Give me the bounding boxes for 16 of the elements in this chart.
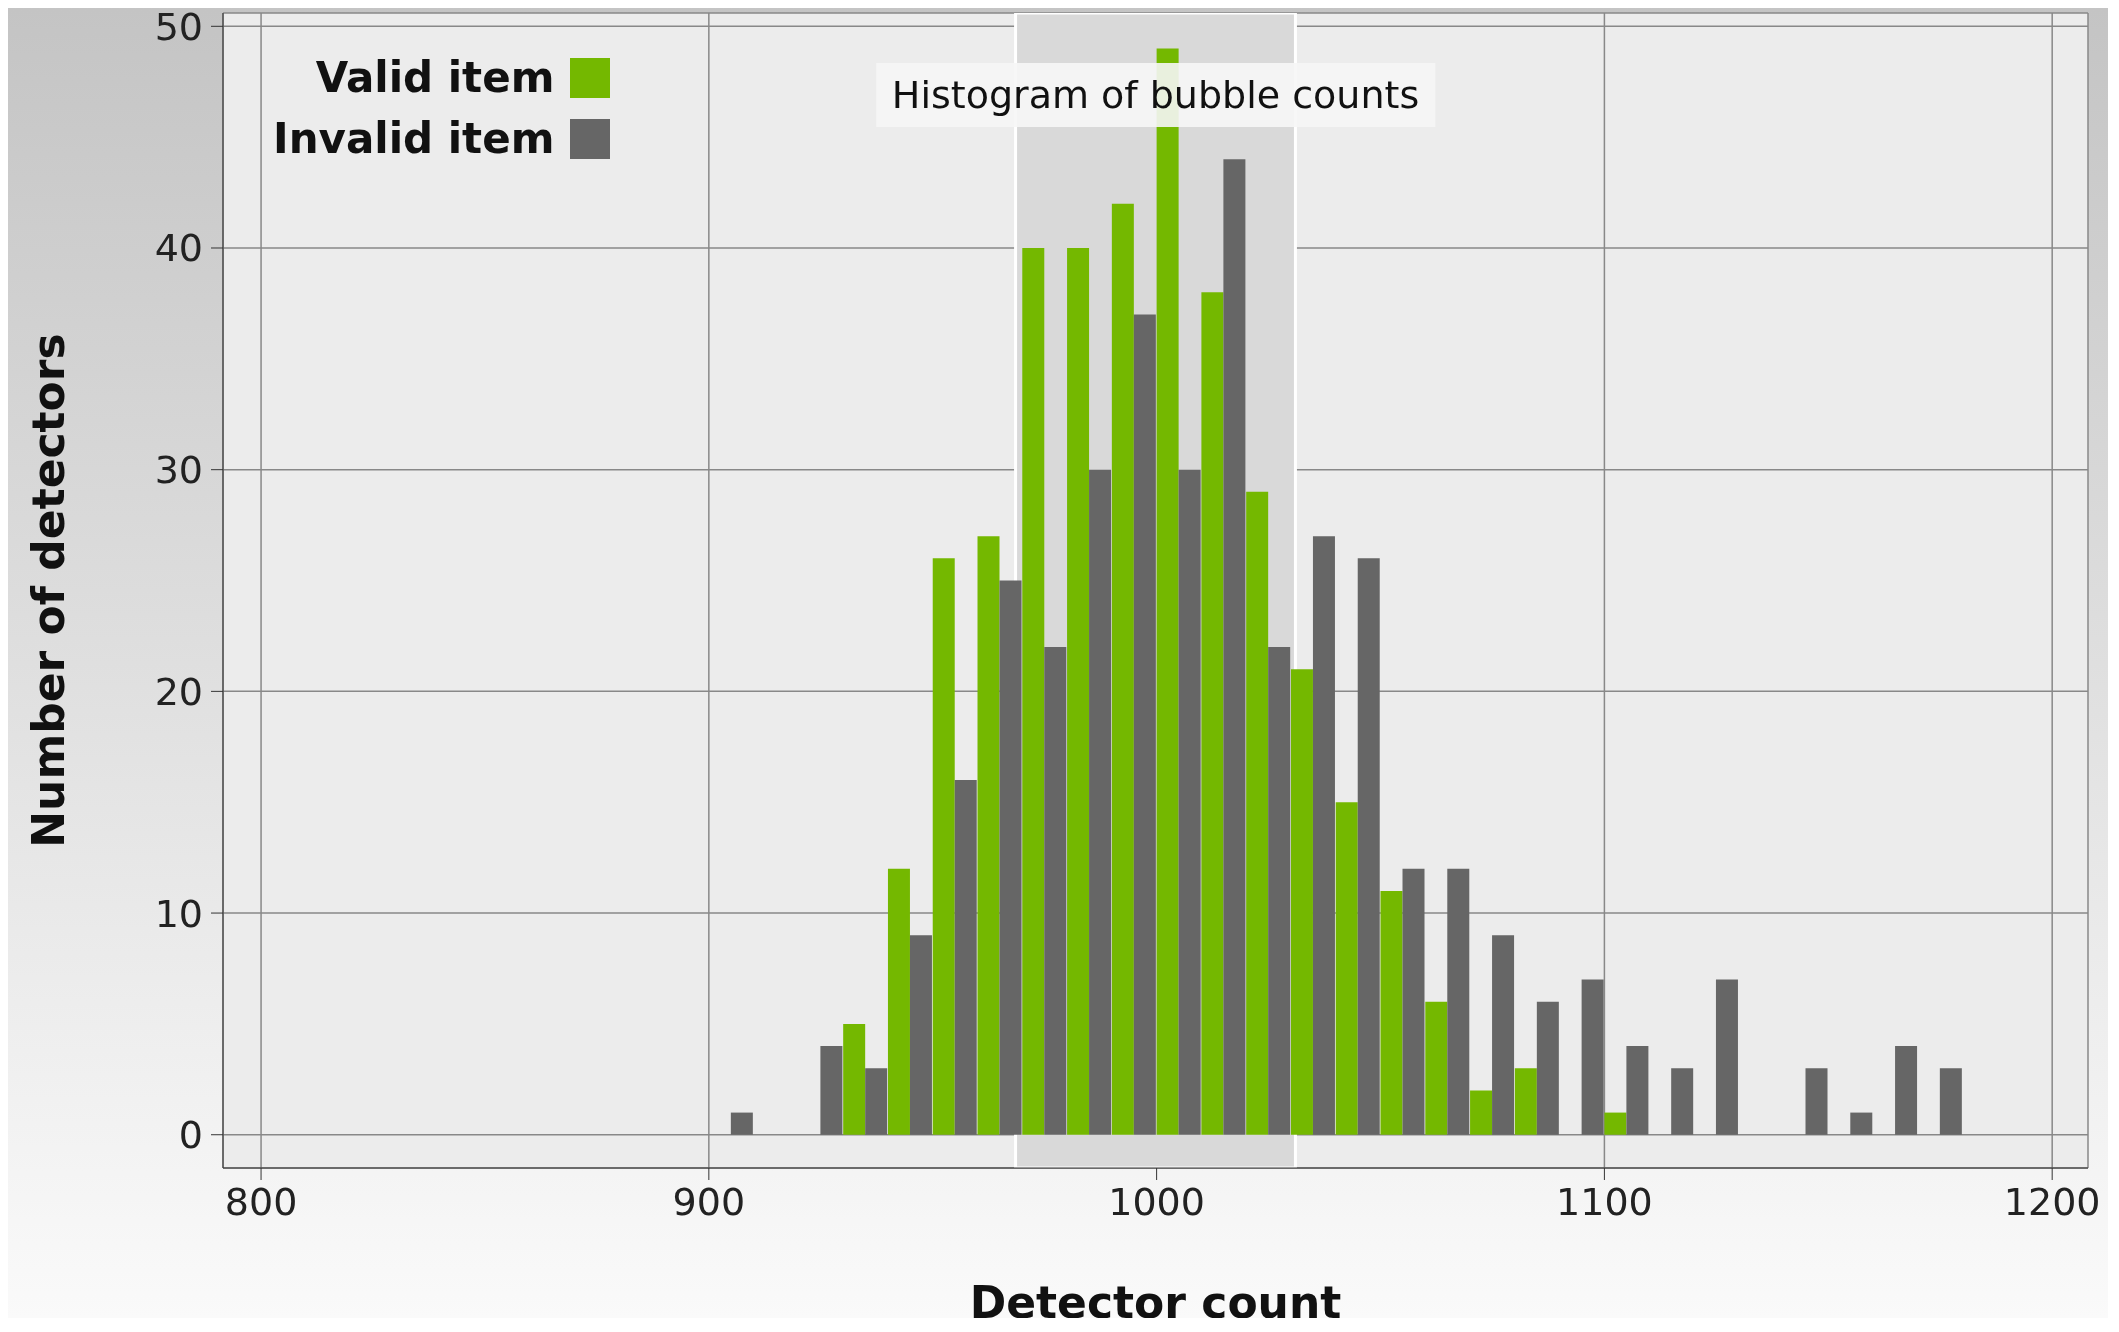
x-tick-label: 800 (224, 1179, 298, 1224)
x-axis-title: Detector count (969, 1277, 1342, 1328)
x-tick-label: 1000 (1108, 1179, 1205, 1224)
y-tick-label: 20 (154, 669, 203, 714)
y-tick-label: 10 (154, 891, 203, 936)
legend-label: Valid item (315, 53, 555, 102)
y-tick-label: 50 (154, 4, 203, 49)
y-tick-label: 40 (154, 226, 203, 271)
x-tick-label: 900 (672, 1179, 746, 1224)
legend-label: Invalid item (273, 114, 555, 163)
text: Histogram of bubble counts (875, 63, 1436, 127)
y-tick-label: 0 (178, 1113, 203, 1158)
y-tick-label: 30 (154, 448, 203, 493)
x-tick-label: 1100 (1556, 1179, 1653, 1224)
x-tick-label: 1200 (2003, 1179, 2101, 1224)
y-axis-title: Number of detectors (22, 333, 74, 848)
